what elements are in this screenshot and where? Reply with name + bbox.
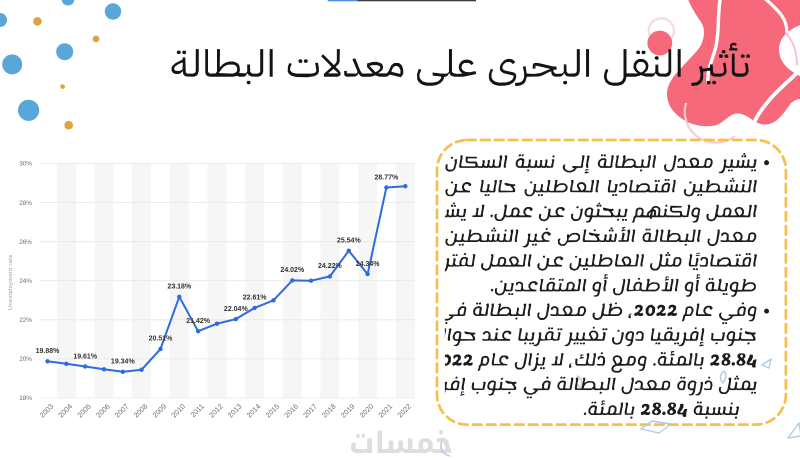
svg-text:26%: 26% bbox=[19, 239, 32, 246]
svg-text:24.34%: 24.34% bbox=[356, 261, 381, 268]
svg-text:18%: 18% bbox=[19, 395, 32, 402]
svg-text:28.77%: 28.77% bbox=[375, 174, 400, 181]
svg-text:20.51%: 20.51% bbox=[149, 336, 174, 343]
svg-text:21.42%: 21.42% bbox=[186, 318, 211, 325]
svg-text:25.54%: 25.54% bbox=[337, 238, 362, 245]
svg-text:20%: 20% bbox=[19, 356, 32, 363]
svg-text:23.18%: 23.18% bbox=[167, 284, 192, 291]
svg-text:22.61%: 22.61% bbox=[243, 295, 268, 302]
svg-text:24.02%: 24.02% bbox=[280, 267, 305, 274]
svg-text:Unemployment rate: Unemployment rate bbox=[8, 254, 14, 310]
svg-text:24%: 24% bbox=[19, 278, 32, 285]
svg-text:19.34%: 19.34% bbox=[111, 359, 136, 366]
svg-text:22%: 22% bbox=[19, 317, 32, 324]
svg-text:28%: 28% bbox=[19, 200, 32, 207]
svg-text:19.88%: 19.88% bbox=[36, 348, 61, 355]
svg-text:24.22%: 24.22% bbox=[318, 263, 343, 270]
svg-text:30%: 30% bbox=[19, 161, 32, 168]
svg-text:19.61%: 19.61% bbox=[73, 353, 98, 360]
svg-text:22.04%: 22.04% bbox=[224, 306, 249, 313]
